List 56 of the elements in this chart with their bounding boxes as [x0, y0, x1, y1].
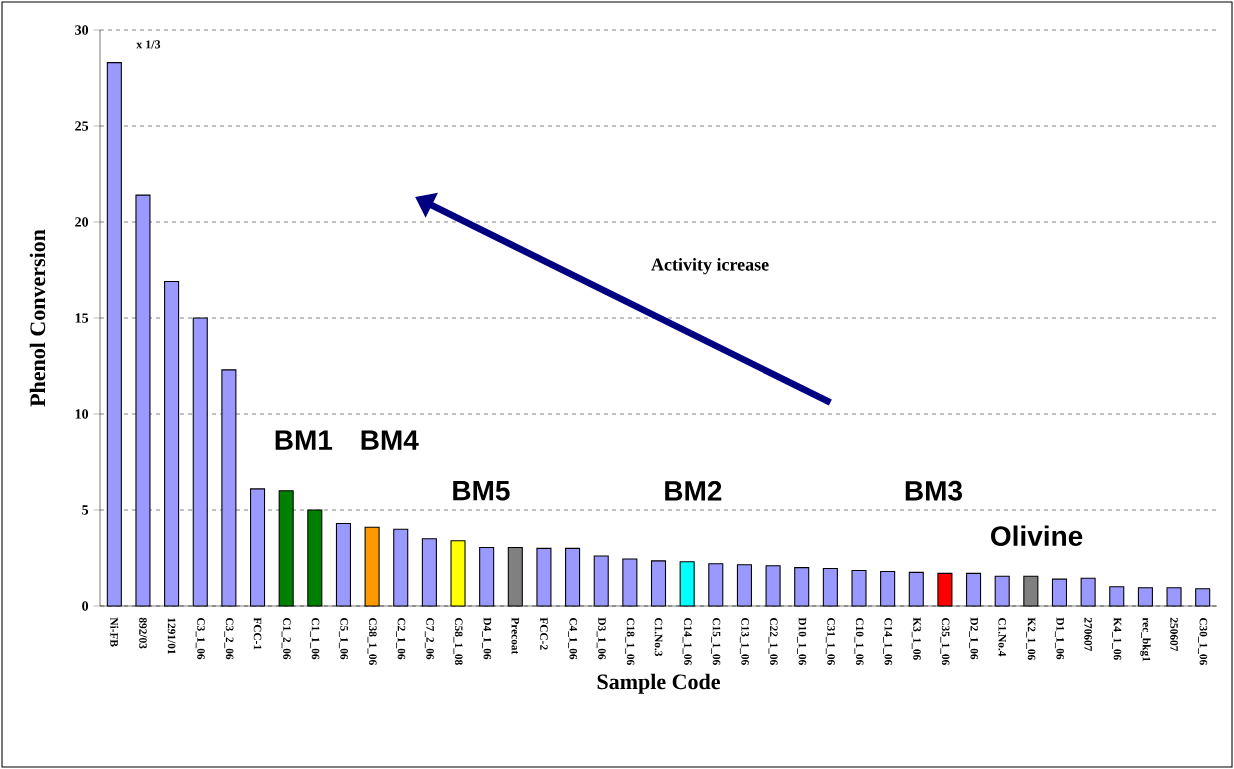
- x-axis-title: Sample Code: [597, 673, 720, 694]
- y-tick-label: 20: [75, 217, 89, 227]
- x-tick-label: C31_1_06: [825, 617, 835, 665]
- y-tick-label: 15: [75, 313, 89, 323]
- y-tick-label: 30: [75, 25, 89, 35]
- x-tick-label: C30_1_06: [1198, 617, 1208, 665]
- x-tick-label: D3_1_06: [596, 617, 606, 660]
- x-tick-label: Ni-FB: [110, 617, 119, 647]
- x-tick-label: FCC-2: [540, 617, 548, 650]
- x-tick-label: K3_1_06: [911, 617, 921, 660]
- y-tick-label: 5: [82, 505, 89, 515]
- x-tick-label: C14_1_06: [883, 617, 893, 665]
- x-tick-label: C18_1_06: [625, 617, 635, 665]
- x-tick-label: C10_1_06: [854, 617, 864, 665]
- x-tick-label: C58_1_08: [453, 617, 463, 665]
- x-tick-label: D10_1_06: [797, 617, 807, 665]
- x-tick-label: C35_1_06: [940, 617, 950, 665]
- x-tick-label: K4_1_06: [1112, 617, 1122, 660]
- x-tick-label: C1.No.4: [998, 617, 1007, 657]
- x-tick-label: C4_1_06: [568, 617, 578, 660]
- x-tick-label: C22_1_06: [768, 617, 778, 665]
- annotation: BM2: [665, 481, 722, 501]
- y-tick-label: 25: [75, 121, 89, 131]
- x-tick-label: Precoat: [511, 617, 520, 655]
- x-tick-label: C3_2_06: [224, 617, 234, 660]
- x-tick-label: C3_1_06: [195, 617, 205, 660]
- annotation: BM5: [453, 481, 510, 501]
- x-tick-label: 892/03: [139, 617, 147, 649]
- annotation: Olivine: [991, 525, 1083, 547]
- y-tick-label: 10: [75, 409, 89, 419]
- annotation: x 1/3: [136, 40, 161, 49]
- x-tick-label: C1_2_06: [281, 617, 291, 660]
- x-tick-label: C15_1_06: [711, 617, 721, 665]
- x-tick-label: K2_1_06: [1026, 617, 1036, 660]
- annotation: BM4: [361, 430, 419, 450]
- x-tick-label: C14_1_06: [682, 617, 692, 665]
- annotation: BM1: [275, 430, 333, 450]
- y-axis-title: Phenol Conversion: [29, 229, 46, 407]
- x-tick-label: C13_1_06: [739, 617, 749, 665]
- annotation: BM3: [905, 480, 962, 501]
- x-tick-label: C38_1_06: [367, 617, 377, 665]
- x-tick-label: D1_1_06: [1054, 617, 1065, 660]
- x-tick-label: D2_1_06: [969, 617, 979, 660]
- x-tick-label: FCC-1: [253, 617, 262, 650]
- x-tick-label: 1291/01: [167, 618, 176, 654]
- annotation: Activity icrease: [651, 257, 769, 275]
- x-tick-label: rec_bkg1: [1140, 617, 1151, 662]
- x-tick-label: C7_2_06: [424, 617, 434, 660]
- x-tick-label: D4_1_06: [482, 617, 492, 660]
- x-tick-label: C1_1_06: [310, 617, 320, 660]
- x-tick-label: C1.No.3: [654, 617, 663, 657]
- x-tick-label: C2_1_06: [396, 617, 406, 660]
- x-tick-label: 270607: [1084, 617, 1092, 652]
- y-tick-label: 0: [82, 601, 89, 611]
- x-tick-label: C5_1_06: [338, 617, 348, 660]
- x-tick-label: 250607: [1170, 617, 1178, 652]
